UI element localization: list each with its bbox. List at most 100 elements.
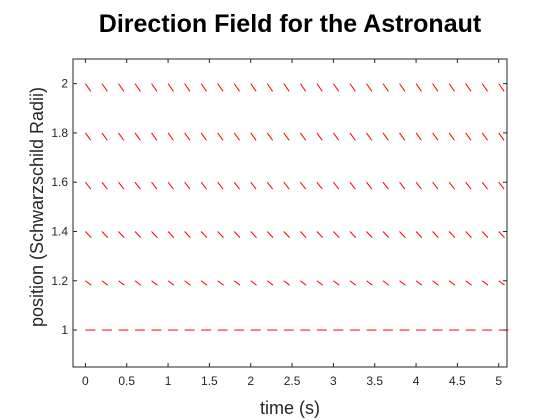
field-arrow <box>101 83 108 92</box>
x-tick-label: 3.5 <box>366 374 383 388</box>
field-arrow <box>151 83 158 92</box>
field-arrow <box>349 132 356 141</box>
y-tick-label: 2 <box>61 77 68 91</box>
field-arrow <box>448 231 456 238</box>
field-arrow <box>266 280 274 286</box>
field-arrow <box>333 181 340 190</box>
field-arrow <box>283 231 290 238</box>
field-arrow <box>481 132 488 141</box>
field-arrow <box>134 83 141 92</box>
field-arrow <box>448 83 455 92</box>
field-arrow <box>184 132 191 141</box>
y-tick-label: 1 <box>61 323 68 337</box>
x-tick-label: 0 <box>82 374 89 388</box>
field-arrow <box>84 83 92 92</box>
field-arrow <box>200 231 208 238</box>
x-tick-label: 1.5 <box>201 374 218 388</box>
field-arrow <box>151 132 158 141</box>
field-arrow <box>266 132 274 141</box>
field-arrow <box>167 181 174 190</box>
field-arrow <box>498 280 505 286</box>
field-arrow <box>349 280 357 286</box>
field-arrow <box>233 132 240 141</box>
field-arrow <box>184 280 191 286</box>
field-arrow <box>217 181 224 190</box>
field-arrow <box>399 132 406 141</box>
field-arrow <box>134 231 142 238</box>
field-arrow <box>366 132 373 141</box>
field-arrow <box>283 132 290 141</box>
field-arrow <box>316 83 323 92</box>
field-arrow <box>184 83 191 92</box>
field-arrow <box>84 132 92 141</box>
field-arrow <box>448 132 455 141</box>
field-arrow <box>118 181 125 190</box>
x-tick-label: 0.5 <box>118 374 135 388</box>
field-arrow <box>415 83 422 92</box>
field-arrow <box>432 231 439 238</box>
x-tick-label: 4.5 <box>449 374 466 388</box>
field-arrow <box>481 83 488 92</box>
field-arrow <box>134 280 142 286</box>
field-arrow <box>118 132 125 141</box>
field-arrow <box>151 280 158 286</box>
field-arrow <box>217 280 224 286</box>
field-arrow <box>333 280 340 286</box>
field-arrow <box>299 231 307 238</box>
field-arrow <box>118 83 125 92</box>
field-arrow <box>399 83 406 92</box>
field-arrow <box>316 280 323 286</box>
field-arrow <box>250 280 257 286</box>
field-arrow <box>118 280 125 286</box>
field-arrow <box>101 231 109 238</box>
field-arrow <box>101 181 108 190</box>
field-arrow <box>266 181 274 190</box>
field-arrow <box>233 83 240 92</box>
field-arrow <box>382 132 389 141</box>
field-arrow <box>85 181 92 190</box>
vector-field <box>84 83 509 331</box>
field-arrow <box>167 231 175 238</box>
field-arrow <box>250 83 257 92</box>
field-arrow <box>184 231 191 238</box>
x-tick-label: 5 <box>495 374 502 388</box>
field-arrow <box>217 83 224 92</box>
x-tick-label: 1 <box>165 374 172 388</box>
field-arrow <box>200 280 208 286</box>
field-arrow <box>217 132 224 141</box>
field-arrow <box>167 132 174 141</box>
field-arrow <box>299 132 307 141</box>
field-arrow <box>151 181 158 190</box>
field-arrow <box>217 231 224 238</box>
field-arrow <box>134 181 141 190</box>
field-arrow <box>266 83 274 92</box>
field-arrow <box>481 280 489 286</box>
field-arrow <box>184 181 191 190</box>
field-arrow <box>399 231 406 238</box>
x-tick-label: 4 <box>413 374 420 388</box>
y-axis-label: position (Schwarzschild Radii) <box>27 87 47 327</box>
field-arrow <box>481 181 488 190</box>
field-arrow <box>349 231 357 238</box>
field-arrow <box>200 132 207 141</box>
field-arrow <box>366 231 373 238</box>
field-arrow <box>366 181 373 190</box>
field-arrow <box>300 280 307 286</box>
field-arrow <box>382 231 390 238</box>
field-arrow <box>299 181 307 190</box>
field-arrow <box>399 280 406 286</box>
field-arrow <box>200 83 207 92</box>
field-arrow <box>316 181 323 190</box>
field-arrow <box>332 83 340 92</box>
field-arrow <box>167 83 174 92</box>
x-tick-label: 2.5 <box>284 374 301 388</box>
field-arrow <box>333 231 340 238</box>
y-tick-label: 1.2 <box>51 274 68 288</box>
field-arrow <box>415 231 423 238</box>
y-tick-label: 1.4 <box>51 224 68 238</box>
field-arrow <box>118 231 125 238</box>
field-arrow <box>382 280 390 286</box>
chart-title: Direction Field for the Astronaut <box>99 10 482 38</box>
field-arrow <box>316 231 324 238</box>
y-tick-label: 1.6 <box>51 175 68 189</box>
